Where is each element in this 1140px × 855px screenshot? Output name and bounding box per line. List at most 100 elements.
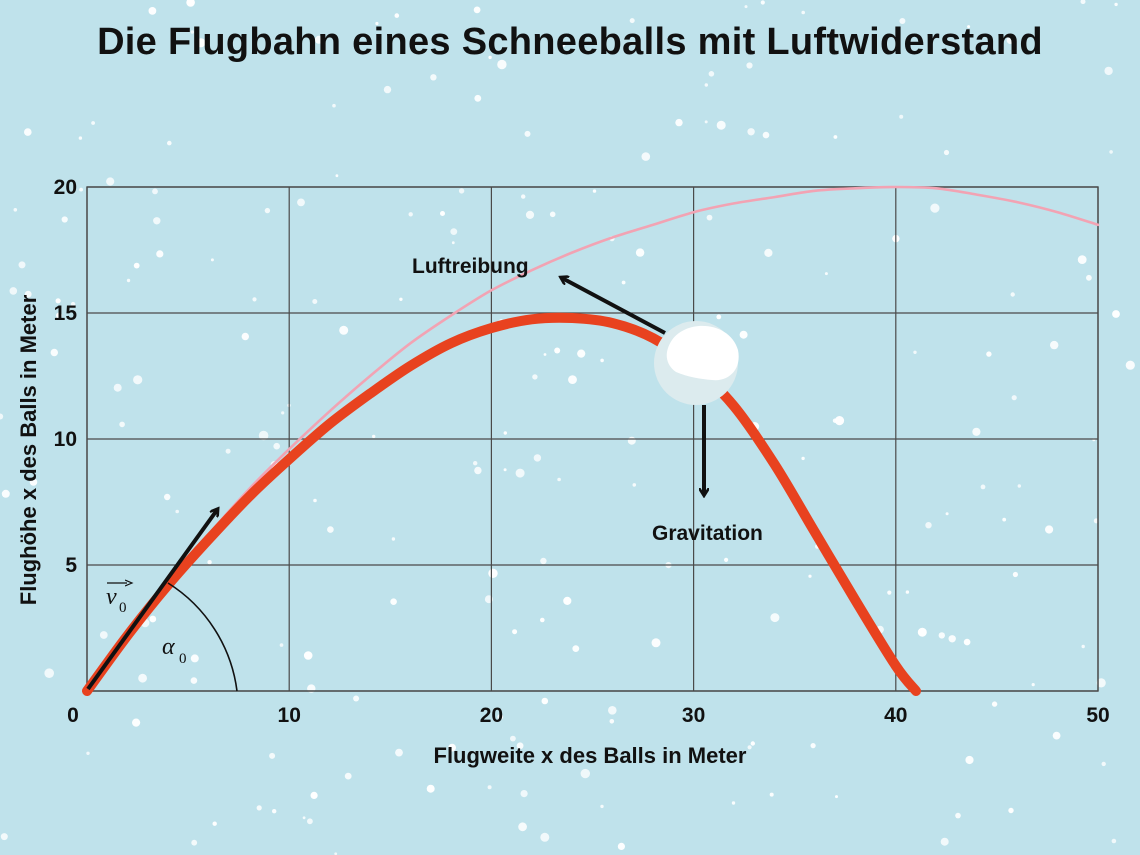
snowflake: [24, 290, 32, 298]
snowflake: [1008, 807, 1014, 814]
snowflake: [86, 751, 90, 755]
snowflake: [724, 557, 729, 563]
snowflake: [175, 509, 179, 514]
snowflake: [225, 448, 231, 454]
snowflake: [210, 258, 214, 262]
snowflake: [925, 522, 932, 529]
snowflake: [521, 194, 526, 199]
launch-velocity-arrow: [86, 510, 217, 691]
snowflake: [532, 374, 538, 380]
x-tick-labels: 0 10 20 30 40 50: [67, 704, 1110, 727]
snowflake: [704, 83, 708, 87]
snowflake: [608, 706, 617, 715]
snowflake: [716, 314, 722, 320]
x-tick-label: 50: [1086, 704, 1109, 727]
snowflake: [899, 18, 906, 24]
snowflake: [617, 842, 626, 851]
snowflake: [965, 755, 974, 765]
snowflake: [149, 615, 157, 623]
x-tick-label: 40: [884, 704, 907, 727]
snowflake: [281, 411, 285, 415]
snowflake: [1011, 395, 1017, 401]
snowflake: [383, 85, 392, 94]
snowflake: [335, 174, 339, 178]
snowflake: [258, 430, 269, 441]
snowflake: [769, 792, 774, 797]
snowflake: [750, 741, 755, 746]
snowflake: [440, 211, 445, 216]
snowflake: [1031, 683, 1035, 687]
snowflake: [1077, 255, 1087, 264]
snowflake: [375, 21, 379, 26]
snowflake: [372, 434, 376, 439]
snowflake: [948, 635, 956, 643]
snowflake: [516, 742, 524, 750]
snowflake: [520, 790, 528, 798]
snowflake: [29, 478, 38, 486]
snowflake: [510, 735, 516, 742]
series-group: [82, 185, 1100, 696]
snowflake: [167, 140, 172, 146]
snowflake: [541, 697, 549, 705]
snowflake: [297, 198, 305, 207]
snowflake: [61, 216, 68, 223]
snowflake: [310, 791, 318, 800]
snowflake: [1109, 150, 1113, 154]
ideal-trajectory-line: [85, 185, 1100, 693]
snowflake: [212, 821, 217, 826]
snowflake: [395, 748, 403, 757]
x-axis-label: Flugweite x des Balls in Meter: [434, 743, 747, 768]
snowflake: [119, 421, 125, 428]
snowflake: [488, 568, 498, 578]
snowflake: [1, 489, 10, 498]
snowflake: [739, 330, 748, 339]
snowflake: [450, 228, 458, 236]
snowflake: [980, 484, 986, 490]
snowflake: [327, 526, 334, 533]
snowflake: [1112, 310, 1120, 318]
snowflake: [79, 187, 83, 192]
snowflake: [986, 351, 992, 357]
snowflake: [473, 461, 478, 466]
snowflake: [706, 214, 713, 221]
snowflake: [540, 557, 547, 565]
snowflake: [133, 262, 140, 269]
snowflake: [917, 627, 927, 637]
snowflake: [497, 59, 507, 70]
x-tick-label: 10: [278, 704, 301, 727]
snowflake: [543, 353, 547, 356]
snowflake: [731, 801, 736, 805]
snowflake: [600, 358, 604, 363]
snowflake: [473, 6, 481, 14]
snowflake: [808, 574, 812, 578]
snowflake: [592, 189, 597, 193]
snowflake: [572, 645, 580, 652]
snowflake: [1006, 36, 1014, 44]
snowflake: [762, 131, 770, 139]
snowflake: [810, 743, 816, 749]
snowflake: [18, 261, 26, 269]
snowflake: [747, 128, 755, 136]
snowflake: [577, 349, 586, 358]
snowflake: [55, 298, 61, 304]
snowflake: [474, 466, 482, 475]
snowflake: [390, 598, 397, 605]
snowflake: [560, 42, 566, 47]
y-tick-label: 5: [65, 554, 77, 577]
snowflake: [518, 822, 527, 832]
snowflake: [1125, 360, 1135, 370]
snowflake: [497, 714, 504, 720]
snowflake: [515, 468, 525, 478]
snowflake: [554, 347, 561, 354]
snowflake: [272, 809, 277, 814]
snowflake: [191, 839, 198, 846]
velocity-symbol-subscript: 0: [119, 600, 127, 616]
snowflake: [408, 212, 413, 217]
snowflake: [764, 248, 773, 257]
snowflake: [269, 752, 276, 759]
snowflake: [641, 152, 651, 161]
snowflake: [913, 350, 917, 354]
y-axis-label: Flughöhe x des Balls in Meter: [16, 294, 41, 605]
snowflake: [1081, 644, 1085, 649]
real-trajectory-line: [82, 312, 921, 696]
